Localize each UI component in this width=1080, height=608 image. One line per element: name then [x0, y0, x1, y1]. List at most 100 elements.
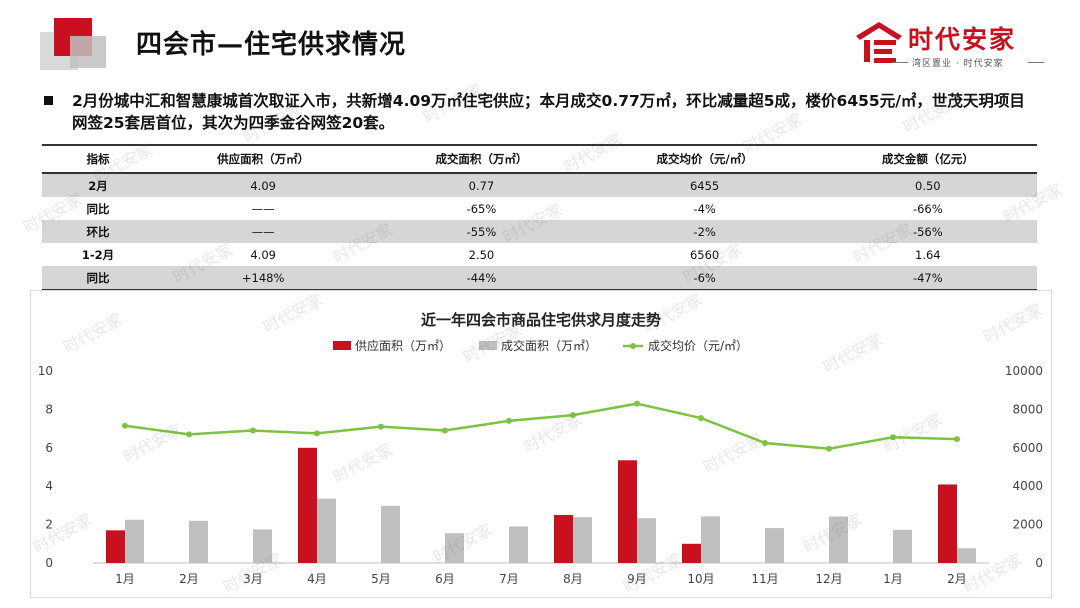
table-cell: 0.50 [818, 173, 1037, 197]
legend-label: 成交均价（元/㎡） [648, 338, 748, 353]
logo-subtitle: 湾区置业 · 时代安家 [912, 59, 1004, 69]
bar-series [106, 447, 976, 563]
supply-bar [618, 460, 637, 563]
price-point [762, 440, 768, 446]
table-cell: 2.50 [468, 247, 495, 262]
deal-bar [189, 520, 208, 563]
logo-text: 时代安家 [908, 25, 1017, 54]
y-right-tick-label: 2000 [1012, 518, 1043, 532]
chart-title: 近一年四会市商品住宅供求月度走势 [421, 311, 661, 329]
table-cell: 同比 [86, 201, 110, 216]
corner-decoration [40, 14, 112, 70]
x-tick-label: 8月 [563, 572, 583, 586]
deal-bar [765, 528, 784, 563]
y-right-tick-label: 0 [1035, 556, 1043, 570]
y-left-tick-label: 4 [45, 479, 53, 493]
brand-logo: 时代安家 湾区置业 · 时代安家 [852, 18, 1052, 74]
supply-bar [938, 484, 957, 563]
table-cell: 6455 [590, 173, 819, 197]
y-left-tick-label: 2 [45, 518, 53, 532]
table-header-cell: 成交均价（元/㎡） [590, 144, 819, 174]
table-cell: -6% [590, 266, 819, 291]
summary-bullet: 2月份城中汇和智慧康城首次取证入市，共新增4.09万㎡住宅供应；本月成交0.77… [44, 90, 1034, 134]
y-axis-right: 0 2000 4000 6000 8000 10000 [1005, 364, 1043, 570]
deal-bar [381, 505, 400, 563]
legend-label: 成交面积（万㎡） [501, 338, 597, 353]
y-left-tick-label: 0 [45, 556, 53, 570]
deal-bar [957, 548, 976, 563]
legend-marker [630, 343, 636, 349]
supply-bar [554, 515, 573, 563]
price-point [122, 422, 128, 429]
price-line-series [122, 400, 960, 452]
x-tick-label: 5月 [371, 572, 391, 586]
y-left-tick-label: 6 [45, 441, 53, 455]
price-point [442, 427, 448, 434]
deal-bar [573, 517, 592, 563]
x-tick-label: 7月 [499, 572, 519, 586]
table-cell: 0.77 [372, 173, 591, 197]
table-cell: -65% [466, 201, 497, 216]
table-cell: 1-2月 [81, 247, 115, 262]
table-cell: -44% [372, 266, 591, 291]
table-cell: 4.09 [154, 173, 373, 197]
bullet-square-icon [44, 96, 53, 105]
table-cell: 1.64 [915, 247, 941, 262]
x-tick-label: 3月 [243, 572, 263, 586]
logo-divider-left [892, 62, 908, 63]
market-data-table: 指标 供应面积（万㎡） 成交面积（万㎡） 成交均价（元/㎡） 成交金额（亿元） … [42, 144, 1037, 291]
supply-bar [298, 447, 317, 563]
supply-bar [106, 530, 125, 563]
y-left-tick-label: 8 [45, 402, 53, 416]
chart-legend: 供应面积（万㎡） 成交面积（万㎡） 成交均价（元/㎡） [333, 338, 748, 353]
x-tick-label: 2月 [179, 572, 199, 586]
deal-bar [829, 516, 848, 563]
deal-bar [701, 516, 720, 563]
deal-bar [253, 529, 272, 563]
table-row: 1-2月 4.09 2.50 6560 1.64 [42, 243, 1037, 266]
logo-mark-icon [856, 22, 902, 63]
table-cell: -2% [590, 220, 819, 243]
y-right-tick-label: 8000 [1012, 402, 1043, 416]
price-point [698, 415, 704, 422]
table-cell: 6560 [689, 247, 720, 262]
table-cell: —— [251, 201, 275, 216]
x-tick-label: 2月 [947, 572, 967, 586]
y-left-tick-label: 10 [38, 364, 53, 378]
table-row: 环比 —— -55% -2% -56% [42, 220, 1037, 243]
supply-bar [682, 543, 701, 563]
x-tick-label: 11月 [751, 572, 778, 586]
table-header-row: 指标 供应面积（万㎡） 成交面积（万㎡） 成交均价（元/㎡） 成交金额（亿元） [42, 144, 1037, 174]
table-cell: +148% [154, 266, 373, 291]
table-cell: -4% [693, 201, 716, 216]
price-point [186, 431, 192, 438]
deal-bar [893, 529, 912, 563]
price-point [314, 430, 320, 437]
y-axis-left: 0 2 4 6 8 10 [38, 364, 53, 570]
table-header-cell: 成交金额（亿元） [818, 144, 1037, 174]
table-cell: 环比 [42, 220, 154, 243]
x-tick-label: 6月 [435, 572, 455, 586]
y-right-tick-label: 6000 [1012, 441, 1043, 455]
price-point [250, 427, 256, 434]
logo-divider-right [1028, 62, 1044, 63]
price-point [954, 436, 960, 443]
supply-demand-chart: 近一年四会市商品住宅供求月度走势 供应面积（万㎡） 成交面积（万㎡） 成交均价（元/… [38, 311, 1043, 586]
deal-bar [509, 526, 528, 563]
price-point [506, 417, 512, 424]
x-tick-label: 1月 [883, 572, 903, 586]
price-point [890, 434, 896, 441]
price-line [124, 402, 958, 451]
deal-bar [637, 518, 656, 563]
table-cell: -55% [372, 220, 591, 243]
table-cell: 4.09 [250, 247, 276, 262]
table-header-cell: 指标 [42, 144, 154, 174]
table-cell: -47% [818, 266, 1037, 291]
price-point [378, 423, 384, 430]
table-row: 同比 —— -65% -4% -66% [42, 197, 1037, 220]
y-right-tick-label: 4000 [1012, 479, 1043, 493]
price-point [570, 412, 576, 419]
table-cell: —— [154, 220, 373, 243]
legend-swatch [479, 341, 497, 350]
y-right-tick-label: 10000 [1005, 364, 1043, 378]
